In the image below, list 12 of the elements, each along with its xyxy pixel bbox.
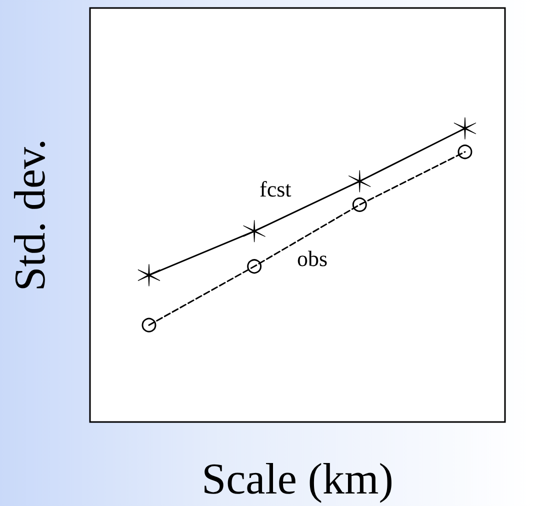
point [247, 259, 262, 274]
point [243, 220, 266, 242]
point [142, 318, 156, 332]
point [348, 170, 371, 193]
x-axis-title: Scale (km) [202, 454, 394, 504]
y-axis-title: Std. dev. [6, 138, 54, 292]
point [458, 144, 472, 160]
point [138, 264, 160, 286]
series-label: obs [296, 246, 328, 271]
point [454, 117, 476, 140]
point [352, 197, 367, 212]
series-label: fcst [260, 176, 292, 202]
